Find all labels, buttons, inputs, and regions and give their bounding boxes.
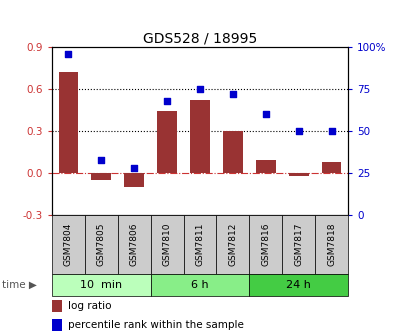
Text: GSM7804: GSM7804 xyxy=(64,223,73,266)
Text: 10  min: 10 min xyxy=(80,280,122,290)
Text: GSM7805: GSM7805 xyxy=(97,223,106,266)
Bar xyxy=(157,112,177,173)
Point xyxy=(65,51,72,56)
Bar xyxy=(289,173,308,176)
Bar xyxy=(216,215,249,274)
Bar xyxy=(92,173,111,180)
Text: time ▶: time ▶ xyxy=(2,280,37,290)
Bar xyxy=(85,215,118,274)
Point xyxy=(197,86,203,92)
Bar xyxy=(58,72,78,173)
Bar xyxy=(52,319,62,331)
Bar xyxy=(52,274,151,296)
Text: percentile rank within the sample: percentile rank within the sample xyxy=(68,320,244,330)
Bar xyxy=(249,274,348,296)
Text: GSM7817: GSM7817 xyxy=(294,223,303,266)
Text: log ratio: log ratio xyxy=(68,301,112,311)
Point xyxy=(296,128,302,134)
Bar xyxy=(52,300,62,312)
Bar xyxy=(184,215,216,274)
Bar xyxy=(151,274,249,296)
Bar xyxy=(151,215,184,274)
Text: GSM7816: GSM7816 xyxy=(261,223,270,266)
Bar xyxy=(118,215,151,274)
Bar xyxy=(256,161,276,173)
Point xyxy=(131,165,138,171)
Bar xyxy=(282,215,315,274)
Point xyxy=(98,157,104,162)
Text: 6 h: 6 h xyxy=(191,280,209,290)
Text: 24 h: 24 h xyxy=(286,280,311,290)
Point xyxy=(328,128,335,134)
Bar xyxy=(124,173,144,187)
Text: GSM7806: GSM7806 xyxy=(130,223,139,266)
Text: GSM7811: GSM7811 xyxy=(196,223,204,266)
Bar xyxy=(223,131,243,173)
Text: GSM7812: GSM7812 xyxy=(228,223,237,266)
Point xyxy=(230,91,236,97)
Bar xyxy=(249,215,282,274)
Bar xyxy=(322,162,342,173)
Bar xyxy=(315,215,348,274)
Point xyxy=(164,98,170,103)
Bar xyxy=(190,100,210,173)
Title: GDS528 / 18995: GDS528 / 18995 xyxy=(143,32,257,46)
Text: GSM7810: GSM7810 xyxy=(163,223,172,266)
Point xyxy=(262,112,269,117)
Text: GSM7818: GSM7818 xyxy=(327,223,336,266)
Bar xyxy=(52,215,85,274)
